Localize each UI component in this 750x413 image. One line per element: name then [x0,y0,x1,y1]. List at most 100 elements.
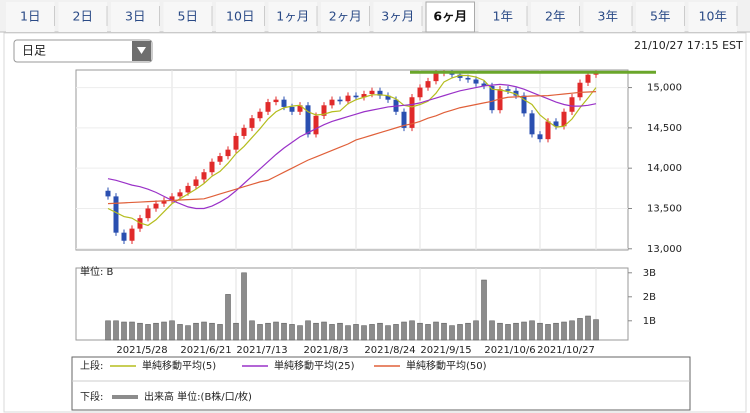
volume-bar [305,320,311,341]
tab-label[interactable]: 3ヶ月 [381,9,414,24]
candle-body [153,203,159,209]
volume-bar [193,322,199,341]
volume-bar [409,320,415,341]
tab-label[interactable]: 2日 [73,9,93,24]
candle-body [489,85,495,111]
volume-bar [577,318,583,341]
candle-body [321,105,327,116]
tab-label[interactable]: 10日 [226,9,254,24]
candle-body [425,81,431,88]
tab[interactable] [478,2,528,32]
tab[interactable] [373,2,423,32]
period-select-label: 日足 [22,44,46,58]
select-arrow [137,47,146,54]
tab-label[interactable]: 2年 [545,9,565,24]
volume-bar [113,320,119,341]
tab-label[interactable]: 6ヶ月 [433,9,467,24]
tab-label[interactable]: 1年 [493,9,513,24]
moving-average-line [107,74,597,227]
candle-body [577,82,583,98]
period-select[interactable] [13,39,153,63]
volume-bar [201,321,207,341]
candle-body [497,89,503,111]
volume-bar [521,321,527,341]
y-tick-label: 15,000 [647,83,682,94]
volume-bar [145,324,151,341]
candle-body [505,89,511,91]
volume-bar [313,322,319,341]
x-tick-label: 2021/10/27 [537,345,595,356]
volume-bar [345,325,351,341]
y-tick-label: 14,000 [647,163,682,174]
volume-bar [241,272,247,341]
x-tick-label: 2021/5/28 [116,345,167,356]
volume-bar [465,322,471,341]
tab[interactable] [321,2,370,32]
tab[interactable] [163,2,213,32]
volume-bar [569,320,575,341]
candle-body [465,77,471,80]
volume-bar [537,322,543,341]
tab[interactable] [111,2,160,32]
volume-bar [225,294,231,341]
volume-bar [129,321,135,341]
legend-label: 単純移動平均(50) [406,359,487,372]
tab-label[interactable]: 5年 [650,9,670,24]
candle-body [281,99,287,107]
y-tick-label: 3B [643,268,656,279]
tab[interactable] [268,2,318,32]
candle-body [585,74,591,83]
tab[interactable] [688,2,738,32]
tab-label[interactable]: 1ヶ月 [276,9,309,24]
price-plot [75,69,629,251]
volume-bar [401,321,407,341]
tab-label[interactable]: 5日 [178,9,198,24]
candle-body [361,94,367,98]
tab-label[interactable]: 1日 [20,9,40,24]
volume-bar [361,325,367,341]
candle-body [457,74,463,78]
tab[interactable] [636,2,685,32]
tab-label[interactable]: 10年 [699,9,727,24]
tab-label[interactable]: 2ヶ月 [329,9,362,24]
candle-body [145,208,151,219]
y-tick-label: 2B [643,292,656,303]
tab[interactable] [6,2,55,32]
legend-label: 単純移動平均(5) [142,359,216,372]
y-tick-label: 14,500 [647,123,682,134]
candle-body [329,99,335,106]
volume-bar [153,322,159,341]
candle-body [129,228,135,241]
candle-body [257,111,263,119]
legend-label: 単純移動平均(25) [274,359,355,372]
volume-bar [161,321,167,341]
candle-body [433,73,439,82]
candle-body [481,83,487,86]
tab[interactable] [583,2,633,32]
volume-bar [289,324,295,341]
candle-body [369,90,375,95]
volume-bar [441,322,447,341]
volume-bar [425,324,431,341]
candle-body [513,90,519,96]
volume-bar [529,320,535,341]
tab[interactable] [425,1,475,33]
candle-body [169,196,175,201]
timestamp: 21/10/27 17:15 EST [634,39,743,52]
tab[interactable] [531,2,580,32]
candle-body [161,200,167,204]
candle-body [289,106,295,112]
y-tick-label: 13,000 [647,244,682,255]
volume-bar [369,324,375,341]
candle-body [521,95,527,114]
volume-bar [489,320,495,341]
candle-body [561,111,567,127]
tab[interactable] [216,2,265,32]
candle-body [401,111,407,128]
candle-body [569,97,575,112]
tab[interactable] [58,2,108,32]
candle-body [537,134,543,140]
volume-bar [481,279,487,341]
tab-label[interactable]: 3年 [598,9,618,24]
tab-label[interactable]: 3日 [125,9,145,24]
